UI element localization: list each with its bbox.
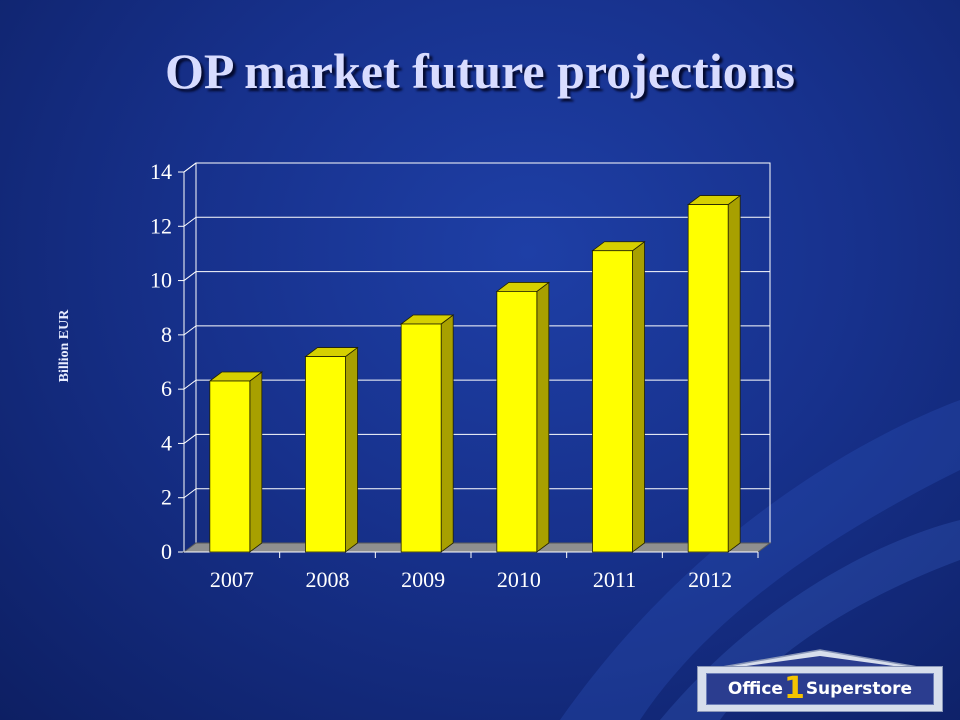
x-tick-label-2010: 2010 — [497, 567, 541, 592]
y-axis-top-edge — [183, 162, 197, 173]
logo-text-office: Office — [727, 679, 783, 699]
y-tick-label: 2 — [161, 485, 172, 510]
chart-floor — [182, 542, 772, 553]
bar-side-2008 — [345, 346, 358, 553]
y-tick-label: 6 — [161, 376, 172, 401]
y-tick-label: 0 — [161, 539, 172, 564]
bar-2008 — [305, 356, 346, 553]
gridline-diagonal — [183, 271, 197, 281]
x-tick-label-2012: 2012 — [688, 567, 732, 592]
bar-side-2009 — [440, 314, 454, 553]
plot-back-wall — [195, 162, 771, 544]
bar-2011 — [592, 250, 633, 553]
logo-text: Office 1 Superstore — [706, 673, 934, 705]
y-tick-label: 8 — [161, 322, 172, 347]
gridline-diagonal — [183, 216, 197, 227]
x-tick-label-2009: 2009 — [401, 567, 445, 592]
y-tick-label: 10 — [150, 268, 172, 293]
gridline-diagonal — [183, 379, 197, 390]
bar-2009 — [400, 323, 442, 553]
y-tick-label: 12 — [150, 213, 172, 238]
slide-title: OP market future projections — [164, 43, 795, 99]
x-tick-label-2008: 2008 — [306, 567, 350, 592]
bar-side-2011 — [632, 240, 645, 553]
office1-superstore-logo: Office 1 Superstore — [697, 648, 943, 712]
gridline-diagonal — [183, 488, 197, 499]
gridline-diagonal — [183, 434, 197, 444]
x-tick-label-2011: 2011 — [593, 567, 636, 592]
bar-2007 — [209, 380, 251, 553]
bar-side-2012 — [727, 194, 741, 553]
bar-2010 — [496, 291, 538, 553]
logo-sign: Office 1 Superstore — [697, 666, 943, 712]
bar-2012 — [687, 204, 729, 553]
logo-text-one: 1 — [783, 671, 805, 706]
bar-side-2010 — [536, 281, 550, 553]
x-tick-label-2007: 2007 — [210, 567, 254, 592]
y-tick-label: 4 — [161, 430, 172, 455]
logo-text-superstore: Superstore — [805, 679, 913, 699]
bar-side-2007 — [249, 371, 263, 553]
y-tick-label: 14 — [150, 159, 172, 184]
gridline-diagonal — [183, 325, 197, 336]
